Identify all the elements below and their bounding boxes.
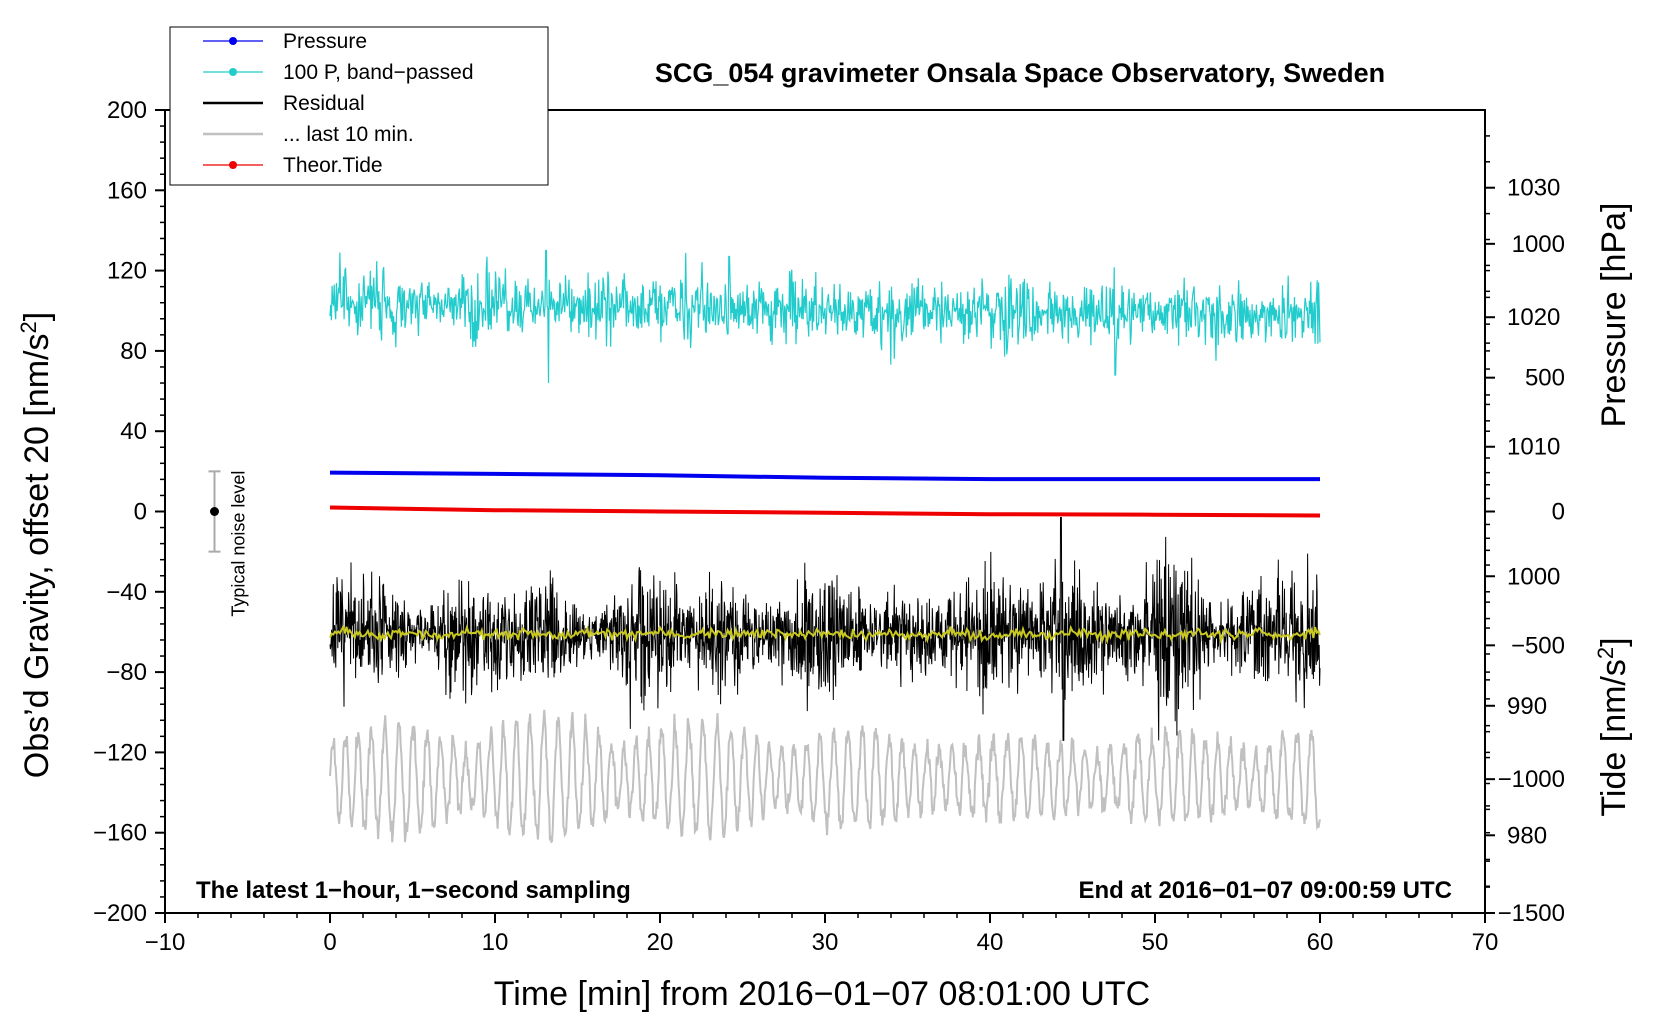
legend-label: Pressure	[283, 30, 367, 53]
legend-marker	[229, 68, 237, 76]
x-tick-label: 20	[647, 929, 674, 956]
y-tide-tick-label: 1000	[1512, 231, 1565, 258]
y-left-tick-label: −40	[106, 579, 147, 606]
noise-level-label: Typical noise level	[229, 471, 249, 617]
y-pressure-tick-label: 980	[1507, 822, 1547, 849]
y-tide-tick-label: −500	[1511, 632, 1565, 659]
noise-bar-center	[210, 507, 219, 516]
y-tide-axis-label-sup: 2	[1593, 647, 1618, 659]
note-sampling: The latest 1−hour, 1−second sampling	[196, 877, 631, 904]
y-left-axis-label-main: Obs’d Gravity, offset 20 [nm/s	[18, 334, 56, 779]
legend-marker	[229, 161, 237, 169]
note-end-time: End at 2016−01−07 09:00:59 UTC	[1078, 877, 1452, 904]
y-pressure-axis-label: Pressure [hPa]	[1595, 203, 1633, 428]
series-smoothed-residual	[329, 624, 1321, 645]
y-pressure-tick-label: 1020	[1507, 304, 1560, 331]
legend: Pressure 100 P, band−passed Residual ... la…	[169, 26, 549, 186]
x-tick-label: 40	[977, 929, 1004, 956]
y-left-axis-label: Obs’d Gravity, offset 20 [nm/s2]	[16, 312, 56, 778]
y-tide-tick-label: −1500	[1498, 900, 1565, 927]
y-pressure-tick-label: 1000	[1507, 563, 1560, 590]
x-tick-label: 60	[1307, 929, 1334, 956]
y-left-tick-label: 80	[120, 338, 147, 365]
y-left-tick-label: −80	[106, 659, 147, 686]
x-tick-label: 10	[482, 929, 509, 956]
series-theoretical-tide	[329, 505, 1321, 518]
legend-label: Theor.Tide	[283, 154, 383, 177]
y-tide-axis-label: Tide [nm/s2]	[1593, 637, 1633, 816]
y-pressure-axis-ticks: 1030 1020 1010 1000 990 980	[1485, 135, 1560, 888]
y-tide-axis-ticks: 1000 500 0 −500 −1000 −1500	[1485, 231, 1565, 927]
y-tide-axis-label-close: ]	[1595, 637, 1633, 646]
y-left-axis-ticks: 200 160 120 80 40 0 −40 −80 −120 −160 −200	[93, 97, 165, 927]
legend-label: 100 P, band−passed	[283, 61, 474, 84]
y-pressure-tick-label: 1030	[1507, 175, 1560, 202]
y-left-tick-label: 200	[107, 97, 147, 124]
x-tick-label: 70	[1472, 929, 1499, 956]
noise-indicator	[208, 470, 221, 553]
y-pressure-tick-label: 990	[1507, 693, 1547, 720]
y-left-tick-label: −120	[93, 739, 147, 766]
y-tide-tick-label: 500	[1525, 365, 1565, 392]
x-axis-ticks: −10 0 10 20 30 40 50 60 70	[145, 913, 1499, 956]
legend-label: ... last 10 min.	[283, 123, 414, 146]
y-left-tick-label: −160	[93, 820, 147, 847]
chart-title: SCG_054 gravimeter Onsala Space Observat…	[655, 58, 1385, 88]
legend-marker	[229, 37, 237, 45]
y-left-tick-label: 40	[120, 418, 147, 445]
x-tick-label: −10	[145, 929, 186, 956]
y-left-tick-label: 0	[134, 499, 147, 526]
x-tick-label: 0	[323, 929, 336, 956]
y-left-tick-label: −200	[93, 900, 147, 927]
series-residual	[329, 517, 1321, 741]
series-band-passed-pressure	[329, 249, 1321, 384]
y-tide-tick-label: 0	[1552, 499, 1565, 526]
y-left-axis-label-sup: 2	[16, 321, 41, 333]
x-axis-label: Time [min] from 2016−01−07 08:01:00 UTC	[494, 975, 1150, 1013]
legend-label: Residual	[283, 92, 365, 115]
legend-box	[169, 26, 549, 186]
series-layer	[329, 249, 1321, 844]
series-last-10-min	[329, 709, 1321, 844]
y-tide-tick-label: −1000	[1498, 766, 1565, 793]
x-tick-label: 30	[812, 929, 839, 956]
x-tick-label: 50	[1142, 929, 1169, 956]
series-pressure	[329, 470, 1320, 482]
y-left-tick-label: 120	[107, 258, 147, 285]
y-pressure-tick-label: 1010	[1507, 434, 1560, 461]
y-left-tick-label: 160	[107, 177, 147, 204]
y-tide-axis-label-main: Tide [nm/s	[1595, 659, 1633, 816]
y-left-axis-label-close: ]	[18, 312, 56, 321]
